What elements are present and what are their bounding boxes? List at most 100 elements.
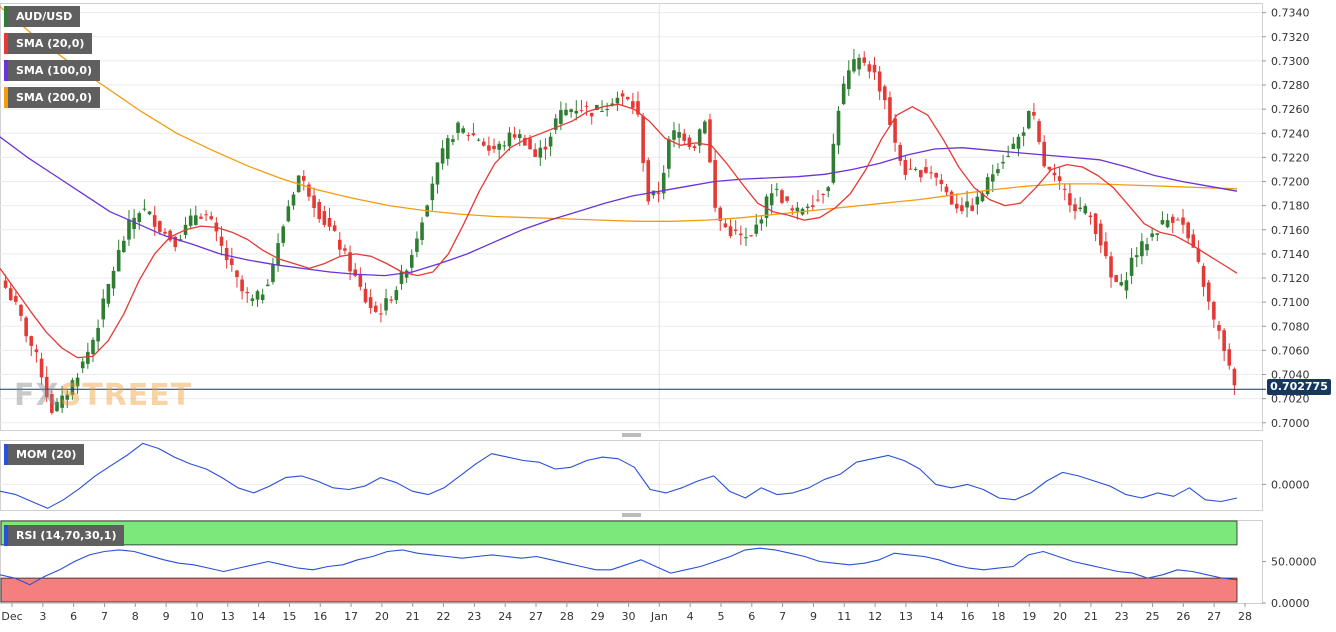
candle-body	[70, 380, 75, 395]
candle-body	[420, 222, 424, 240]
candle-body	[235, 270, 239, 278]
legend-rsi-swatch	[4, 525, 8, 546]
candle-body	[29, 336, 34, 346]
candle-body	[466, 135, 471, 137]
candle-body	[168, 230, 172, 241]
legend-sma100[interactable]: SMA (100,0)	[4, 60, 101, 81]
candle-body	[929, 172, 933, 174]
candle-body	[255, 291, 260, 300]
candle-body	[379, 313, 383, 315]
candle-body	[1083, 205, 1088, 214]
candle-body	[1104, 241, 1108, 257]
candle-body	[610, 103, 615, 106]
candle-body	[1006, 155, 1010, 157]
rsi-oversold-zone	[0, 577, 1238, 603]
candle-body	[194, 215, 198, 225]
y-tick-label: 0.7060	[1271, 344, 1310, 357]
candle-body	[312, 195, 316, 209]
candle-body	[569, 109, 573, 113]
x-tick-label: 24	[498, 610, 512, 623]
candle-body	[697, 129, 702, 146]
x-tick-label: 17	[344, 610, 358, 623]
candle-body	[641, 116, 645, 164]
candle-body	[440, 148, 445, 164]
x-tick-label: 21	[1084, 610, 1098, 623]
x-tick-label: 23	[1115, 610, 1129, 623]
x-tick-label: 23	[467, 610, 481, 623]
watermark-fx: FX	[14, 378, 60, 413]
x-tick-label: 11	[837, 610, 851, 623]
y-tick-label: 0.7020	[1271, 393, 1310, 406]
y-tick-label: 0.7220	[1271, 151, 1310, 164]
candle-body	[199, 216, 203, 219]
candle-body	[677, 132, 681, 138]
legend-mom[interactable]: MOM (20)	[4, 444, 85, 465]
x-tick-label: 30	[622, 610, 636, 623]
x-tick-label: 6	[748, 610, 755, 623]
candle-body	[749, 235, 753, 237]
x-tick-label: 9	[163, 610, 170, 623]
watermark-street: STREET	[59, 378, 193, 413]
x-tick-label: 16	[961, 610, 975, 623]
candle-body	[327, 217, 332, 227]
candle-body	[1098, 223, 1103, 246]
candle-body	[656, 192, 661, 195]
candle-body	[1052, 172, 1057, 176]
candle-body	[990, 174, 995, 182]
x-tick-label: 20	[1053, 610, 1067, 623]
candle-body	[507, 132, 512, 147]
sma200-line	[0, 6, 1238, 222]
candle-body	[65, 394, 70, 400]
x-tick-label: 28	[1238, 610, 1252, 623]
candle-body	[1073, 204, 1077, 212]
candle-body	[667, 139, 671, 169]
candle-body	[960, 205, 964, 212]
candle-body	[50, 394, 54, 413]
y-tick-label: 0.7080	[1271, 320, 1310, 333]
candle-body	[481, 141, 486, 146]
candle-body	[1088, 215, 1093, 218]
candle-body	[1181, 217, 1185, 225]
legend-pair[interactable]: AUD/USD	[4, 6, 81, 27]
candle-body	[291, 194, 296, 206]
candle-body	[348, 252, 352, 272]
legend-sma200[interactable]: SMA (200,0)	[4, 87, 101, 108]
candle-body	[1201, 266, 1206, 287]
candle-body	[553, 118, 558, 130]
current-price-tag: 0.702775	[1267, 379, 1331, 395]
candle-body	[409, 255, 414, 268]
candle-body	[512, 134, 517, 138]
candle-body	[1150, 233, 1154, 237]
candle-body	[230, 258, 234, 265]
candle-body	[487, 145, 491, 151]
y-tick-label: 0.7200	[1271, 176, 1310, 189]
x-tick-label: 9	[810, 610, 817, 623]
candle-body	[965, 201, 969, 208]
candle-body	[265, 284, 270, 287]
candle-body	[415, 238, 419, 252]
mom-tick-label: 0.0000	[1271, 478, 1310, 491]
legend-mom-label: MOM (20)	[16, 448, 77, 461]
candle-body	[8, 288, 13, 301]
candle-body	[996, 169, 1000, 174]
candle-body	[862, 57, 867, 63]
candle-body	[631, 101, 635, 108]
legend-rsi[interactable]: RSI (14,70,30,1)	[4, 525, 125, 546]
candle-body	[980, 193, 985, 202]
candle-body	[805, 206, 810, 208]
candle-body	[368, 297, 373, 309]
candle-body	[733, 229, 738, 231]
candle-body	[600, 111, 604, 113]
candle-body	[1176, 219, 1180, 221]
candle-body	[944, 186, 949, 193]
candle-body	[1222, 330, 1226, 352]
candle-body	[1155, 233, 1160, 235]
legend-sma20[interactable]: SMA (20,0)	[4, 33, 93, 54]
x-tick-label: 14	[252, 610, 266, 623]
candle-body	[224, 248, 229, 260]
candle-body	[173, 236, 178, 248]
candle-body	[595, 104, 599, 111]
y-tick-label: 0.7000	[1271, 417, 1310, 430]
